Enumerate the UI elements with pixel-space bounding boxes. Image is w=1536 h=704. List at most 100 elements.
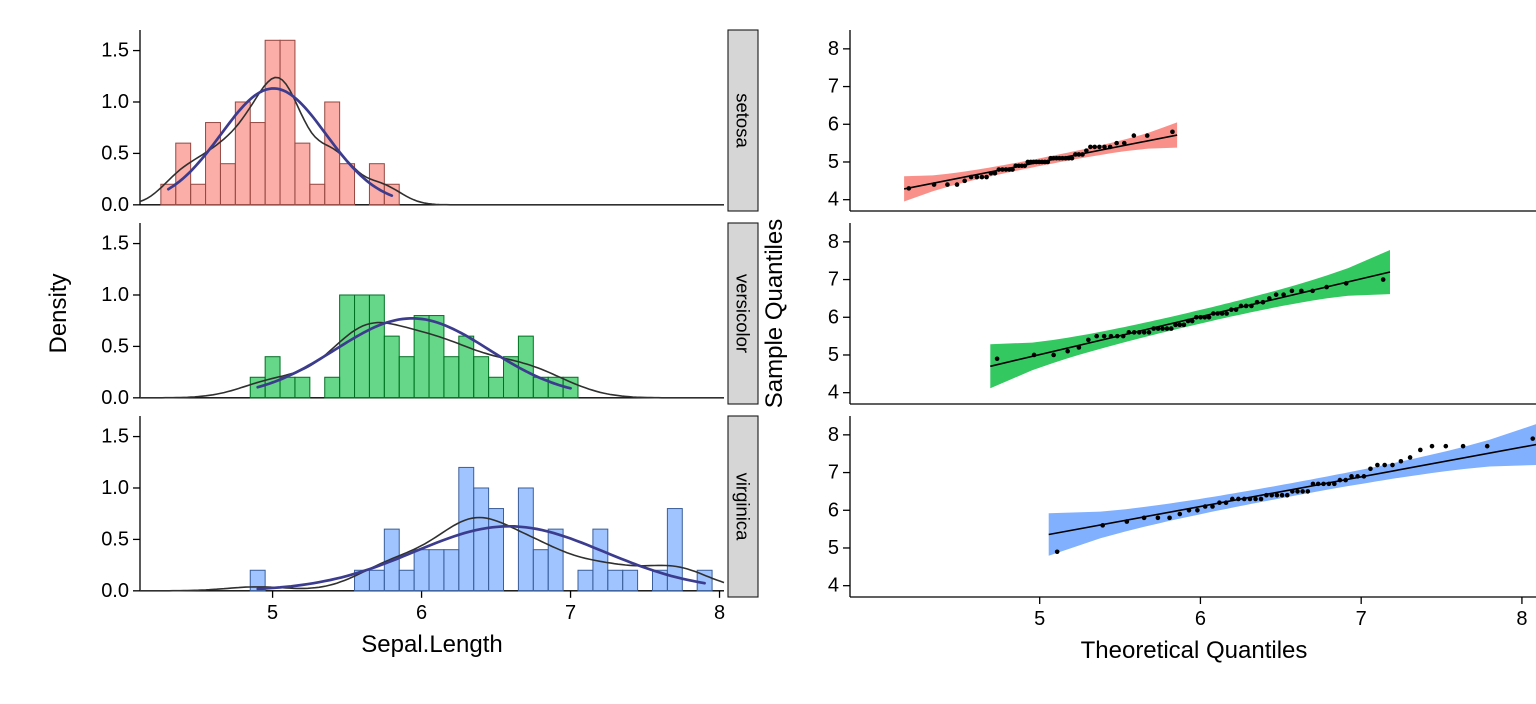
qq-point — [1315, 481, 1321, 487]
hist-bar — [249, 569, 266, 592]
hist-bar — [413, 315, 430, 399]
qq-point — [1065, 348, 1070, 354]
qq-point — [1390, 462, 1395, 468]
x-tick-label: 8 — [1516, 608, 1527, 630]
qq-point — [931, 182, 937, 187]
qq-point — [1045, 159, 1051, 165]
qq-point — [1247, 496, 1253, 502]
qq-point — [1223, 500, 1229, 506]
hist-bar — [354, 294, 370, 399]
y-tick-label: 1.5 — [101, 233, 129, 255]
qq-point — [1084, 148, 1089, 153]
qq-point — [1243, 303, 1249, 309]
qq-point — [1066, 155, 1072, 161]
normal-density-curve — [166, 87, 394, 197]
facet-strip — [727, 415, 759, 598]
y-tick-label: 1.5 — [101, 40, 129, 62]
y-tick-label: 5 — [828, 537, 839, 559]
qq-point — [1337, 477, 1343, 483]
qq-point — [1073, 152, 1078, 157]
qq-point — [1380, 277, 1386, 282]
qq-point — [1195, 507, 1200, 513]
qq-point — [1126, 330, 1132, 335]
qq-point — [1146, 330, 1152, 335]
qq-point — [1375, 462, 1380, 468]
hist-bar — [607, 569, 624, 592]
qq-point — [1170, 129, 1175, 135]
qq-point — [1215, 311, 1220, 316]
histogram-bars-versicolor — [249, 294, 579, 399]
hist-bar — [294, 142, 311, 206]
qq-point — [1429, 443, 1435, 449]
hist-bar — [488, 508, 505, 592]
y-tick-label: 1.5 — [101, 426, 129, 448]
qq-point — [962, 178, 967, 184]
qq-point — [1006, 167, 1012, 172]
hist-bar — [368, 569, 385, 592]
y-tick-label: 6 — [828, 499, 839, 521]
qq-point — [1241, 496, 1247, 502]
y-tick-label: 0.0 — [101, 387, 129, 409]
histogram-bars-setosa — [160, 39, 400, 206]
hist-bar — [413, 549, 430, 592]
kernel-density-curve — [140, 516, 725, 592]
qq-point — [1198, 314, 1203, 320]
qq-point — [1299, 288, 1304, 294]
y-tick-label: 8 — [828, 424, 839, 446]
hist-bar — [517, 487, 534, 592]
qq-point — [1460, 443, 1466, 449]
y-tick-label: 7 — [828, 76, 839, 98]
y-tick-label: 0.5 — [101, 142, 129, 164]
qq-point — [979, 174, 985, 180]
qq-point — [1418, 447, 1423, 453]
qq-point — [1260, 299, 1266, 305]
hist-bar — [666, 508, 683, 592]
qq-point — [1224, 311, 1229, 316]
qq-point — [1010, 167, 1015, 172]
qq-point — [984, 174, 989, 180]
qq-point — [1124, 519, 1130, 524]
qq-point — [1300, 489, 1305, 494]
qq-point — [1253, 496, 1258, 502]
hist-bar — [398, 569, 415, 592]
qq-point — [1107, 144, 1113, 150]
hist-bar — [473, 487, 490, 592]
hist-bar — [205, 122, 221, 206]
hist-bar — [279, 39, 296, 206]
qq-point — [1121, 140, 1127, 146]
qq-point — [1228, 307, 1234, 313]
qq-point — [1310, 481, 1316, 487]
qq-point — [1310, 288, 1315, 294]
qq-point — [974, 174, 980, 180]
hist-bar — [249, 122, 266, 206]
qq-point — [1003, 167, 1009, 172]
x-tick-label: 7 — [1356, 608, 1367, 630]
histogram-bars-virginica — [249, 466, 713, 592]
qq-point — [1343, 281, 1349, 286]
qq-point — [1102, 144, 1107, 150]
qq-point — [1398, 458, 1404, 464]
qq-point — [1233, 307, 1239, 313]
qq-point — [1131, 133, 1137, 138]
qq-point — [1164, 326, 1170, 331]
x-tick-label: 6 — [1195, 608, 1206, 630]
qq-point — [1279, 492, 1285, 498]
hist-bar — [473, 356, 490, 399]
iris-sepal-length-normality-figure: 0.0 0.5 1.0 1.5 setosa 0.0 0.5 1.0 1.5 versicolor… — [40, 16, 1536, 688]
qq-reference-line — [990, 271, 1391, 368]
qq-point — [1295, 489, 1300, 494]
hist-bar — [547, 376, 564, 399]
hist-bar — [309, 183, 326, 206]
hist-bar — [458, 466, 475, 592]
y-axis-title: Sample Quantiles — [761, 219, 788, 408]
qq-point — [1258, 496, 1264, 502]
qq-point — [1177, 322, 1183, 328]
x-tick-label: 5 — [1034, 608, 1045, 630]
y-tick-label: 7 — [828, 462, 839, 484]
qq-point — [1181, 322, 1187, 328]
qq-point — [1063, 155, 1068, 161]
qq-point — [1211, 311, 1216, 316]
qq-point — [1069, 155, 1075, 161]
hist-bar — [279, 376, 296, 399]
kernel-density-curve — [140, 321, 724, 399]
